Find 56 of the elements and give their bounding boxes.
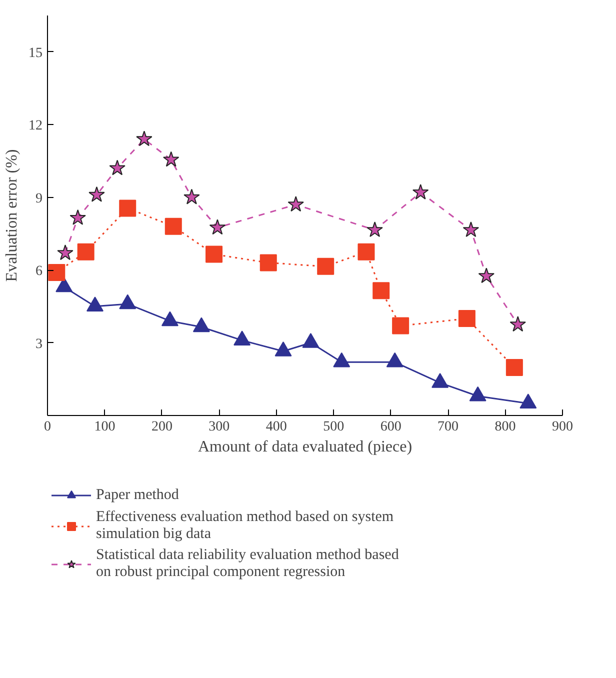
point	[109, 160, 126, 176]
point	[302, 333, 320, 348]
y-tick-label: 9	[36, 191, 42, 206]
point	[478, 268, 495, 284]
legend-label: Effectiveness evaluation method based on system simulation big data	[96, 509, 394, 543]
point	[206, 246, 223, 263]
point	[57, 244, 74, 260]
point	[510, 316, 526, 332]
point	[372, 282, 390, 300]
x-tick-label: 400	[266, 420, 287, 434]
point	[366, 222, 383, 238]
x-tick-label: 700	[438, 420, 459, 434]
point	[234, 330, 251, 346]
y-tick-label: 15	[28, 46, 42, 61]
point	[412, 184, 429, 200]
point	[462, 222, 480, 238]
y-axis-title: Evaluation error (%)	[4, 149, 20, 282]
point	[136, 130, 152, 146]
point	[288, 196, 304, 212]
x-axis-title: Amount of data evaluated (piece)	[198, 438, 412, 456]
point	[184, 188, 200, 204]
legend-label: Statistical data reliability evaluation method based on robust principal component regression	[96, 547, 399, 581]
x-tick-label: 800	[494, 420, 516, 434]
point	[274, 342, 292, 356]
point	[386, 352, 404, 368]
point	[164, 218, 182, 235]
y-tick-label: 6	[36, 264, 42, 280]
y-tick-label: 12	[28, 118, 42, 134]
point	[260, 254, 277, 272]
point	[161, 311, 178, 326]
point	[333, 352, 350, 368]
point	[119, 200, 136, 217]
point	[88, 186, 105, 202]
x-tick-label: 100	[94, 420, 116, 434]
x-tick-label: 300	[208, 420, 230, 434]
point	[209, 219, 226, 235]
x-tick-label: 0	[44, 420, 51, 434]
point	[56, 277, 73, 292]
x-tick-label: 900	[552, 420, 573, 434]
point	[358, 243, 375, 260]
point	[317, 258, 334, 275]
x-tick-label: 600	[380, 420, 402, 434]
point	[192, 317, 210, 332]
point	[86, 296, 104, 312]
point	[520, 394, 537, 408]
point	[469, 386, 486, 402]
point	[77, 243, 94, 260]
point	[119, 294, 136, 310]
legend-label: Paper method	[96, 486, 179, 504]
point	[70, 209, 86, 225]
point	[162, 151, 180, 167]
y-tick-label: 3	[36, 336, 42, 352]
point	[432, 373, 449, 388]
x-tick-label: 500	[323, 420, 344, 434]
x-tick-label: 200	[151, 420, 172, 434]
point	[48, 264, 66, 281]
